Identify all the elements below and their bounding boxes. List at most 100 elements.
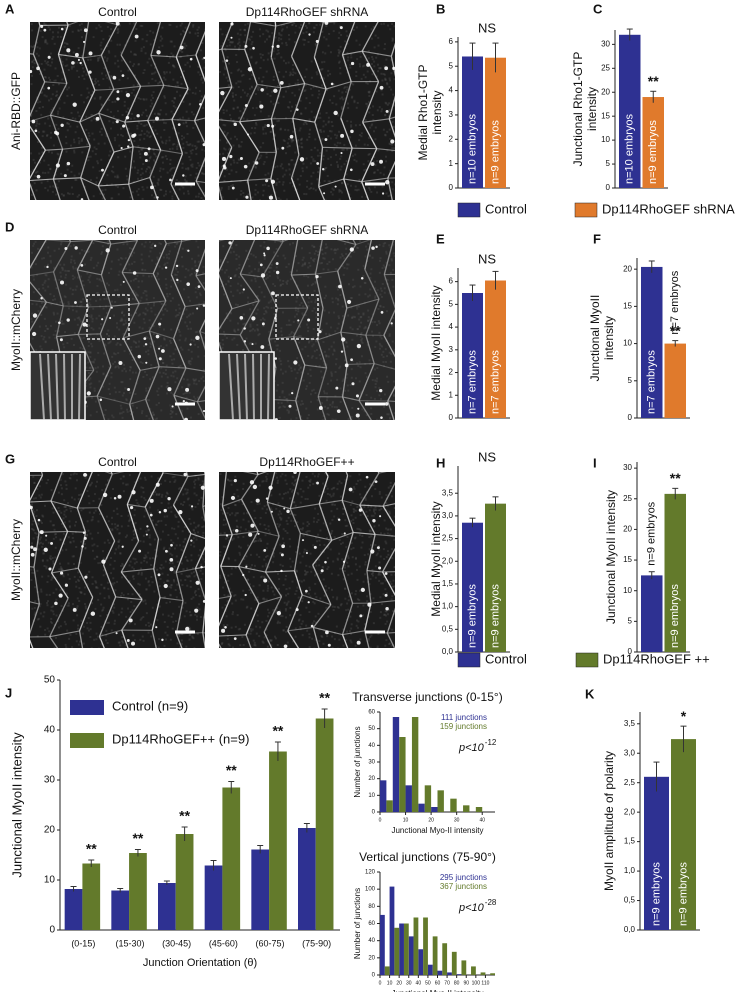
noise	[57, 110, 60, 113]
noise	[321, 261, 324, 264]
noise	[239, 145, 242, 148]
noise	[110, 582, 113, 585]
cell-edge	[314, 240, 323, 275]
noise	[374, 280, 377, 283]
noise	[339, 72, 342, 75]
noise	[348, 254, 351, 257]
punctum	[169, 178, 172, 182]
noise	[384, 43, 387, 46]
noise	[157, 520, 160, 523]
noise	[40, 70, 43, 73]
noise	[339, 189, 342, 192]
noise	[276, 53, 279, 56]
cell-edge	[340, 307, 348, 333]
noise	[151, 557, 154, 560]
noise	[48, 76, 51, 79]
noise	[167, 502, 170, 505]
noise	[328, 334, 331, 337]
noise	[234, 303, 237, 306]
noise	[366, 400, 369, 403]
cell-edge	[56, 333, 79, 338]
noise	[159, 577, 162, 580]
noise	[388, 333, 391, 336]
punctum	[195, 269, 199, 273]
noise	[65, 164, 68, 167]
noise	[166, 515, 169, 518]
noise	[200, 78, 203, 81]
noise	[287, 129, 290, 132]
noise	[250, 253, 253, 256]
noise	[146, 33, 149, 36]
noise	[358, 139, 361, 142]
noise	[297, 262, 300, 265]
noise	[145, 588, 148, 591]
noise	[59, 566, 62, 569]
noise	[378, 243, 381, 246]
noise	[33, 44, 36, 47]
noise	[123, 104, 126, 107]
noise	[330, 130, 333, 133]
noise	[234, 273, 237, 276]
noise	[171, 55, 174, 58]
punctum	[239, 316, 244, 320]
noise	[372, 26, 375, 29]
noise	[193, 382, 196, 385]
noise	[390, 88, 393, 91]
noise	[303, 90, 306, 93]
noise	[219, 171, 222, 174]
noise	[75, 267, 78, 270]
noise	[386, 355, 389, 358]
noise	[254, 127, 257, 130]
noise	[116, 59, 119, 62]
noise	[171, 627, 174, 630]
noise	[371, 330, 374, 333]
noise	[365, 81, 368, 84]
noise	[335, 409, 338, 412]
noise	[375, 75, 378, 78]
noise	[55, 334, 58, 337]
noise	[352, 315, 355, 318]
noise	[120, 381, 123, 384]
cell-edge	[270, 398, 296, 402]
noise	[92, 499, 95, 502]
noise	[349, 255, 352, 258]
noise	[375, 56, 378, 59]
cell-edge	[7, 273, 25, 276]
cell-edge	[346, 298, 380, 309]
cell-edge	[221, 48, 233, 88]
noise	[38, 47, 41, 50]
noise	[170, 328, 173, 331]
noise	[116, 110, 119, 113]
noise	[250, 329, 253, 332]
noise	[382, 350, 385, 353]
noise	[177, 264, 180, 267]
noise	[168, 585, 171, 588]
noise	[193, 591, 196, 594]
cell-edge	[199, 318, 205, 332]
noise	[141, 24, 144, 27]
noise	[64, 26, 67, 29]
noise	[320, 402, 323, 405]
noise	[256, 329, 259, 332]
noise	[392, 252, 395, 255]
noise	[190, 111, 193, 114]
noise	[171, 174, 174, 177]
noise	[383, 73, 386, 76]
noise	[32, 513, 35, 516]
noise	[135, 536, 138, 539]
noise	[72, 51, 75, 54]
noise	[237, 144, 240, 147]
noise	[128, 252, 131, 255]
noise	[219, 172, 222, 175]
noise	[196, 34, 199, 37]
punctum	[116, 97, 120, 101]
noise	[237, 86, 240, 89]
noise	[291, 159, 294, 162]
noise	[180, 55, 183, 58]
noise	[334, 330, 337, 333]
noise	[339, 400, 342, 403]
noise	[155, 523, 158, 526]
noise	[288, 106, 291, 109]
noise	[83, 101, 86, 104]
noise	[176, 90, 179, 93]
